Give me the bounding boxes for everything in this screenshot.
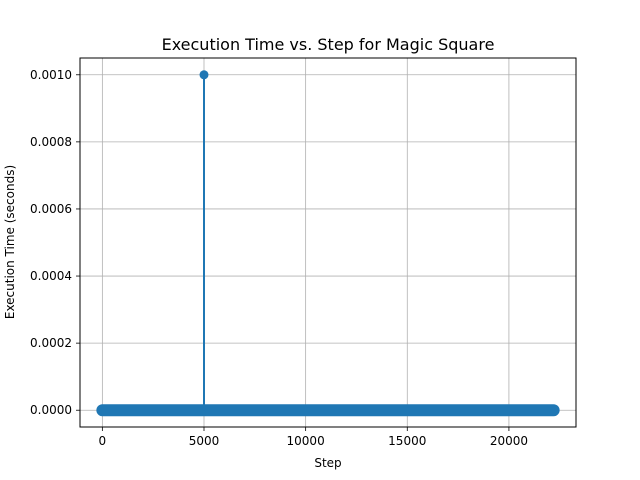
chart-title: Execution Time vs. Step for Magic Square (162, 35, 495, 54)
y-tick-label: 0.0002 (30, 336, 72, 350)
x-tick-label: 5000 (189, 434, 220, 448)
x-tick-label: 0 (99, 434, 107, 448)
y-tick-label: 0.0008 (30, 135, 72, 149)
x-tick-label: 10000 (287, 434, 325, 448)
y-tick-label: 0.0004 (30, 269, 72, 283)
y-tick-label: 0.0010 (30, 68, 72, 82)
y-tick-label: 0.0000 (30, 403, 72, 417)
x-tick-label: 15000 (388, 434, 426, 448)
y-axis: 0.0000 0.0002 0.0004 0.0006 0.0008 0.0010 (30, 68, 80, 417)
x-tick-label: 20000 (490, 434, 528, 448)
y-tick-label: 0.0006 (30, 202, 72, 216)
x-axis-label: Step (314, 456, 341, 470)
y-axis-label: Execution Time (seconds) (3, 165, 17, 319)
series-execution-time (96, 70, 560, 417)
grid (80, 58, 576, 427)
peak-point (199, 70, 209, 80)
plot-frame (79, 57, 577, 428)
x-axis: 0 5000 10000 15000 20000 (99, 427, 528, 448)
